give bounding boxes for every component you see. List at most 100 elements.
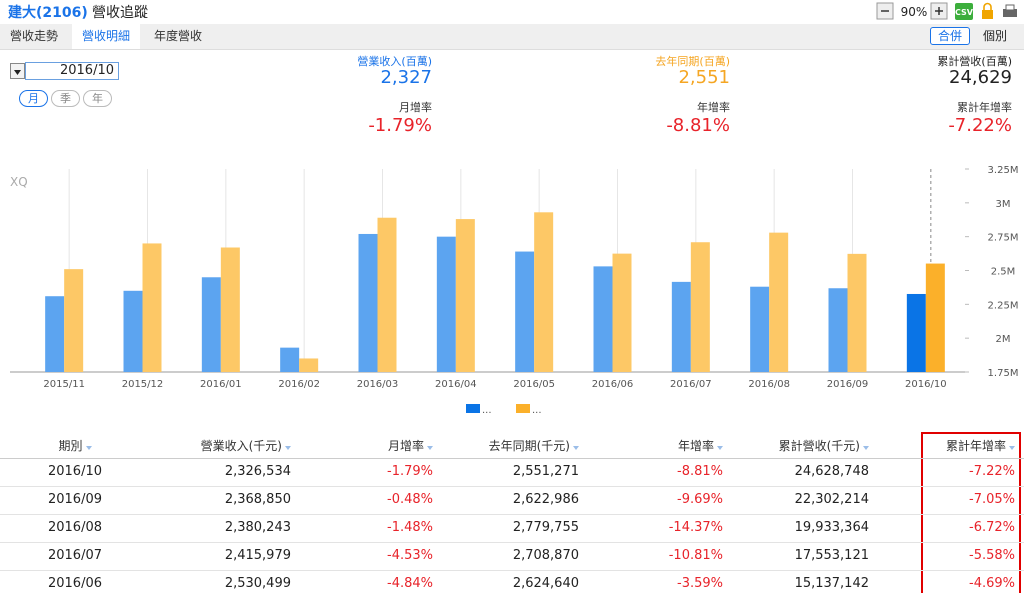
x-tick-label: 2016/10	[905, 379, 947, 390]
x-tick-label: 2016/05	[513, 379, 555, 390]
x-tick-label: 2016/01	[200, 379, 242, 390]
revenue-chart: XQ 1.75M 2M 2.25M 2.5M 2.75M 3M 3.25M 2015/11 201…	[10, 165, 1019, 416]
legend-swatch	[516, 404, 530, 413]
date-input[interactable]: 2016/10	[25, 62, 119, 80]
table-cell: -10.81%	[668, 548, 723, 563]
table-cell: -0.48%	[387, 492, 433, 507]
table-cell: 22,302,214	[794, 492, 869, 507]
summary-value: 2,551	[678, 67, 730, 88]
summary-sub-value: -1.79%	[368, 115, 432, 136]
scope-button[interactable]: 合併	[930, 27, 970, 45]
table-cell: -8.81%	[677, 464, 723, 479]
y-tick-label: 3M	[996, 199, 1011, 210]
table-cell: -1.48%	[387, 520, 433, 535]
y-tick-label: 2.25M	[988, 300, 1019, 311]
table-cell: 2016/10	[47, 464, 102, 479]
tab[interactable]: 營收明細	[72, 24, 141, 49]
bar	[828, 288, 848, 372]
toolbar: 90% CSV	[876, 2, 1017, 20]
summary-sub-label: 月增率	[399, 101, 432, 114]
x-tick-label: 2015/11	[43, 379, 85, 390]
x-tick-label: 2016/09	[827, 379, 869, 390]
table-cell: -4.69%	[969, 576, 1015, 591]
period-unit[interactable]: 年	[83, 90, 112, 107]
table-cell: 2016/09	[47, 492, 102, 507]
print-icon[interactable]	[1003, 9, 1017, 17]
x-tick-label: 2016/02	[278, 379, 320, 390]
bar	[847, 253, 867, 372]
table-cell: 15,137,142	[794, 576, 869, 591]
column-header: 月增率	[388, 437, 433, 454]
table-cell: 2016/06	[47, 576, 102, 591]
bar	[906, 293, 926, 372]
bar	[455, 219, 475, 372]
column-header: 去年同期(千元)	[489, 437, 579, 454]
lock-shackle	[983, 2, 992, 10]
tab[interactable]: 年度營收	[154, 29, 203, 43]
x-tick-label: 2016/06	[592, 379, 634, 390]
column-header: 年增率	[678, 437, 723, 454]
table-cell: 17,553,121	[794, 548, 869, 563]
page-title: 營收追蹤	[92, 5, 148, 21]
date-dropdown[interactable]	[10, 63, 25, 79]
bar	[358, 233, 378, 372]
table-cell: 2,779,755	[512, 520, 579, 535]
bar	[123, 290, 143, 372]
table-cell: 2,624,640	[512, 576, 579, 591]
summary-value: 2,327	[380, 67, 432, 88]
x-tick-label: 2016/08	[748, 379, 790, 390]
table-cell: 2,551,271	[512, 464, 579, 479]
x-tick-label: 2016/07	[670, 379, 712, 390]
bar	[436, 236, 456, 372]
summary-value: 24,629	[949, 67, 1012, 88]
print-paper	[1005, 4, 1015, 11]
zoom-level: 90%	[901, 5, 928, 19]
bar	[671, 281, 691, 372]
table-cell: 2,530,499	[224, 576, 291, 591]
period-unit[interactable]: 季	[51, 90, 80, 107]
summary-sub-label: 累計年增率	[957, 101, 1012, 114]
watermark: XQ	[10, 175, 28, 189]
csv-button[interactable]	[955, 3, 973, 20]
table-cell: 2,326,534	[224, 464, 291, 479]
row-line	[0, 486, 1024, 487]
lock-icon[interactable]	[982, 10, 993, 19]
bar	[690, 242, 710, 372]
table-cell: 2,415,979	[224, 548, 291, 563]
bar	[220, 247, 240, 372]
summary-label: 累計營收(百萬)	[937, 55, 1012, 68]
table-cell: 2,368,850	[224, 492, 291, 507]
table-cell: -5.58%	[969, 548, 1015, 563]
table-cell: -7.22%	[969, 464, 1015, 479]
bar	[593, 266, 613, 372]
table-cell: 2,622,986	[512, 492, 579, 507]
table-cell: 2,708,870	[512, 548, 579, 563]
bar	[45, 296, 65, 372]
table-cell: 24,628,748	[794, 464, 869, 479]
table-cell: -3.59%	[677, 576, 723, 591]
dropdown-arrow	[14, 70, 21, 75]
row-line	[0, 514, 1024, 515]
y-tick-label: 2.5M	[991, 267, 1016, 278]
bar	[64, 269, 84, 372]
y-tick-label: 2.75M	[988, 233, 1019, 244]
scope-button[interactable]: 個別	[982, 29, 1007, 43]
highlight-box	[921, 432, 1021, 593]
summary-label: 去年同期(百萬)	[655, 55, 730, 68]
y-tick-label: 1.75M	[988, 368, 1019, 379]
period-unit[interactable]: 月	[19, 90, 48, 107]
row-line	[0, 542, 1024, 543]
summary-sub-value: -8.81%	[666, 115, 730, 136]
legend-swatch	[466, 404, 480, 413]
column-header: 累計營收(千元)	[779, 437, 869, 454]
bar	[769, 232, 789, 372]
table-cell: -14.37%	[668, 520, 723, 535]
row-line	[0, 570, 1024, 571]
summary-sub-label: 年增率	[697, 101, 730, 114]
csv-label: CSV	[955, 8, 974, 17]
x-tick-label: 2016/04	[435, 379, 477, 390]
bar	[534, 212, 554, 372]
tab[interactable]: 營收走勢	[10, 29, 59, 43]
bar	[515, 251, 535, 372]
